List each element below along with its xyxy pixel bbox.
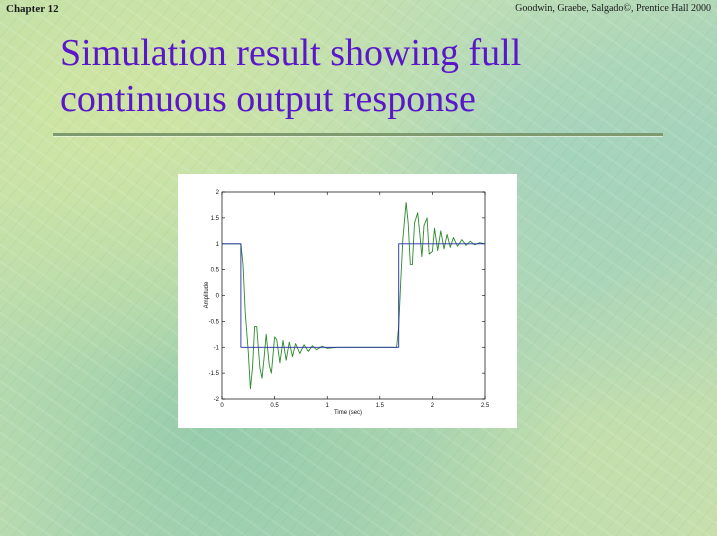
- x-axis-label: Time (sec): [334, 410, 362, 416]
- credit-line: Goodwin, Graebe, Salgado©, Prentice Hall…: [515, 3, 711, 14]
- y-tick-label: 0.5: [211, 268, 220, 274]
- chart-figure: 0 0.5 1 1.5 2 2.5 -2 -1.5 -1 -0.5 0 0.5 1 1.5 2 Time (…: [178, 174, 517, 428]
- y-tick-label: 1.5: [211, 216, 220, 222]
- x-tick-label: 0: [220, 403, 224, 409]
- y-tick-label: 1: [216, 242, 220, 248]
- y-tick-label: -1: [214, 345, 220, 351]
- x-tick-label: 1: [326, 403, 330, 409]
- y-tick-label: -0.5: [209, 319, 220, 325]
- plot-area: [221, 191, 486, 400]
- chapter-label: Chapter 12: [6, 3, 59, 15]
- y-tick-label: 0: [216, 294, 220, 300]
- reference-step-line: [222, 243, 485, 348]
- x-tick-label: 0.5: [270, 403, 279, 409]
- chart-svg: 0 0.5 1 1.5 2 2.5 -2 -1.5 -1 -0.5 0 0.5 1 1.5 2 Time (…: [204, 190, 490, 416]
- y-axis-label: Amplitude: [204, 281, 210, 308]
- x-tick-label: 2.5: [481, 403, 490, 409]
- axis-ticks: 0 0.5 1 1.5 2 2.5 -2 -1.5 -1 -0.5 0 0.5 1 1.5 2: [209, 190, 490, 409]
- slide-title: Simulation result showing full continuou…: [60, 30, 680, 122]
- slide-title-line-2: continuous output response: [60, 78, 476, 120]
- y-tick-label: -2: [214, 397, 220, 403]
- x-tick-label: 2: [431, 403, 435, 409]
- series-layer: [222, 201, 486, 390]
- slide-title-line-1: Simulation result showing full: [60, 32, 522, 74]
- y-tick-label: -1.5: [209, 371, 220, 377]
- y-tick-label: 2: [216, 190, 220, 196]
- title-divider: [53, 133, 663, 136]
- x-tick-label: 1.5: [376, 403, 385, 409]
